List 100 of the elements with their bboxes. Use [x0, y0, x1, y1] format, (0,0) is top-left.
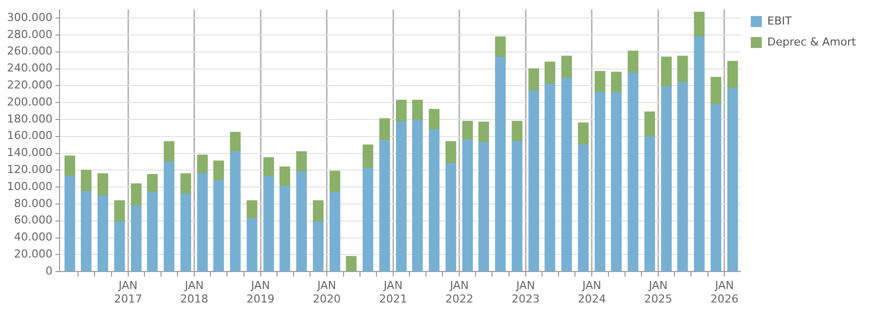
bar [80, 170, 92, 192]
x-tick-label: JAN 2020 [312, 279, 341, 306]
bar [611, 72, 622, 93]
bar [412, 100, 423, 121]
bar [628, 50, 638, 74]
y-tick-label: 40.000 [14, 230, 52, 244]
bar [478, 142, 490, 272]
bar [147, 174, 158, 192]
bar [528, 68, 540, 92]
bar [428, 129, 440, 272]
bar [727, 88, 738, 272]
bar [495, 36, 506, 58]
bar [396, 122, 407, 272]
y-tick-label: 280.000 [6, 28, 52, 41]
bar [180, 194, 192, 272]
bar [263, 157, 274, 176]
y-tick-label: 80.000 [14, 196, 52, 210]
bar [628, 72, 638, 272]
y-tick-label: 200.000 [6, 95, 52, 108]
bar [64, 176, 76, 272]
bar [362, 167, 374, 272]
x-tick-label: JAN 2021 [379, 279, 408, 306]
bar [578, 122, 589, 146]
x-tick-label: JAN 2024 [578, 279, 606, 306]
bar [512, 141, 522, 272]
bar [710, 76, 722, 105]
bar [246, 218, 258, 272]
y-tick-label: 0 [45, 264, 52, 278]
y-tick-label: 60.000 [14, 214, 52, 227]
y-tick-label: 100.000 [6, 180, 52, 193]
bar [164, 161, 174, 272]
y-tick-label: 240.000 [6, 62, 52, 75]
bar [280, 166, 290, 187]
y-tick-label: 220.000 [6, 78, 52, 92]
bar [462, 120, 473, 140]
bar [561, 56, 572, 78]
bar [64, 155, 76, 176]
bar [197, 173, 208, 272]
bar [396, 100, 407, 122]
bar [296, 172, 307, 272]
bar [346, 256, 357, 272]
bar [130, 205, 142, 272]
bar [512, 120, 522, 142]
bar [197, 154, 208, 174]
bar [246, 200, 258, 219]
bar [114, 200, 125, 222]
bar [230, 132, 241, 152]
bar [80, 190, 92, 272]
bar [428, 109, 440, 130]
y-tick-label: 120.000 [6, 163, 52, 176]
bar [213, 160, 224, 181]
bar [263, 176, 274, 272]
bar [330, 170, 340, 192]
bar [362, 144, 374, 168]
bar [296, 151, 307, 172]
bar [312, 221, 324, 272]
x-tick-label: JAN 2023 [512, 279, 540, 306]
bar [644, 112, 656, 137]
bar [446, 141, 456, 164]
bar [594, 70, 606, 93]
bar [495, 56, 506, 272]
bar [611, 92, 622, 272]
bar [694, 36, 705, 272]
x-tick-label: JAN 2017 [114, 279, 142, 306]
bar [644, 136, 656, 272]
bar [544, 62, 556, 84]
bar [98, 195, 108, 272]
bar [561, 78, 572, 272]
bar [594, 92, 606, 272]
bar [330, 192, 340, 272]
bar [180, 173, 192, 194]
bar [147, 192, 158, 272]
bar [661, 56, 672, 87]
bar [164, 141, 174, 162]
x-tick-label: JAN 2025 [644, 279, 672, 306]
y-tick-label: 160.000 [6, 129, 52, 142]
bar [130, 183, 142, 206]
bar [462, 139, 473, 272]
y-tick-label: 140.000 [6, 146, 52, 160]
bar [661, 86, 672, 272]
bar [544, 84, 556, 272]
bar [727, 60, 738, 89]
x-tick-label: JAN 2018 [180, 279, 208, 306]
legend-label: EBIT [767, 14, 792, 28]
bar [280, 186, 290, 272]
bar [213, 180, 224, 272]
bar [312, 200, 324, 222]
legend-label: Deprec & Amort [767, 35, 857, 48]
bar [230, 151, 241, 272]
x-tick-label: JAN 2019 [246, 279, 275, 306]
bar [379, 118, 390, 141]
x-tick-label: JAN 2026 [710, 279, 738, 306]
bar [478, 122, 490, 143]
bar [578, 144, 589, 272]
y-tick-label: 300.000 [6, 10, 52, 24]
y-tick-label: 180.000 [6, 112, 52, 126]
bar [114, 221, 125, 272]
bar [528, 90, 540, 272]
bar [98, 173, 108, 196]
y-tick-label: 260.000 [6, 44, 52, 58]
